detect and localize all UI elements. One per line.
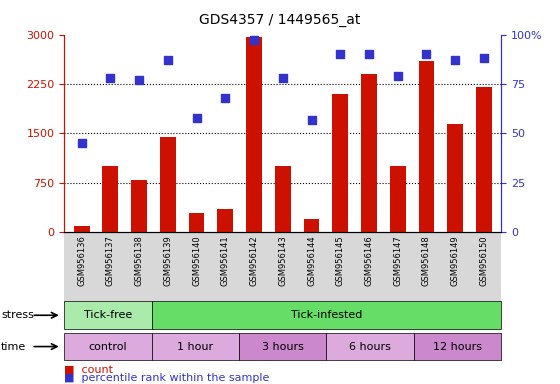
Point	[250, 37, 259, 43]
Point	[77, 140, 86, 146]
Point	[192, 114, 201, 121]
Text: ■  count: ■ count	[64, 364, 113, 374]
Point	[134, 77, 143, 83]
Bar	[304, 219, 319, 232]
Point	[365, 51, 374, 58]
Text: control: control	[89, 341, 127, 352]
Bar	[131, 180, 147, 232]
Bar	[246, 36, 262, 232]
Point	[393, 73, 402, 79]
Point	[221, 95, 230, 101]
Bar	[275, 166, 291, 232]
Point	[106, 75, 115, 81]
Bar	[390, 166, 405, 232]
Bar	[102, 166, 118, 232]
Bar	[333, 94, 348, 232]
Text: GDS4357 / 1449565_at: GDS4357 / 1449565_at	[199, 13, 361, 27]
Point	[307, 116, 316, 122]
Text: ■  percentile rank within the sample: ■ percentile rank within the sample	[64, 373, 270, 383]
Bar	[476, 87, 492, 232]
Text: Tick-infested: Tick-infested	[291, 310, 362, 320]
Text: stress: stress	[1, 310, 34, 320]
Point	[278, 75, 287, 81]
Bar	[160, 137, 176, 232]
Point	[164, 57, 172, 63]
Bar	[74, 226, 90, 232]
Text: 1 hour: 1 hour	[178, 341, 213, 352]
Point	[336, 51, 345, 58]
Point	[479, 55, 488, 61]
Bar	[217, 209, 233, 232]
Text: time: time	[1, 341, 26, 352]
Bar	[361, 74, 377, 232]
Point	[451, 57, 460, 63]
Text: 12 hours: 12 hours	[433, 341, 482, 352]
Text: 6 hours: 6 hours	[349, 341, 391, 352]
Bar	[418, 61, 435, 232]
Text: 3 hours: 3 hours	[262, 341, 304, 352]
Point	[422, 51, 431, 58]
Text: Tick-free: Tick-free	[84, 310, 132, 320]
Bar	[189, 213, 204, 232]
Bar	[447, 124, 463, 232]
